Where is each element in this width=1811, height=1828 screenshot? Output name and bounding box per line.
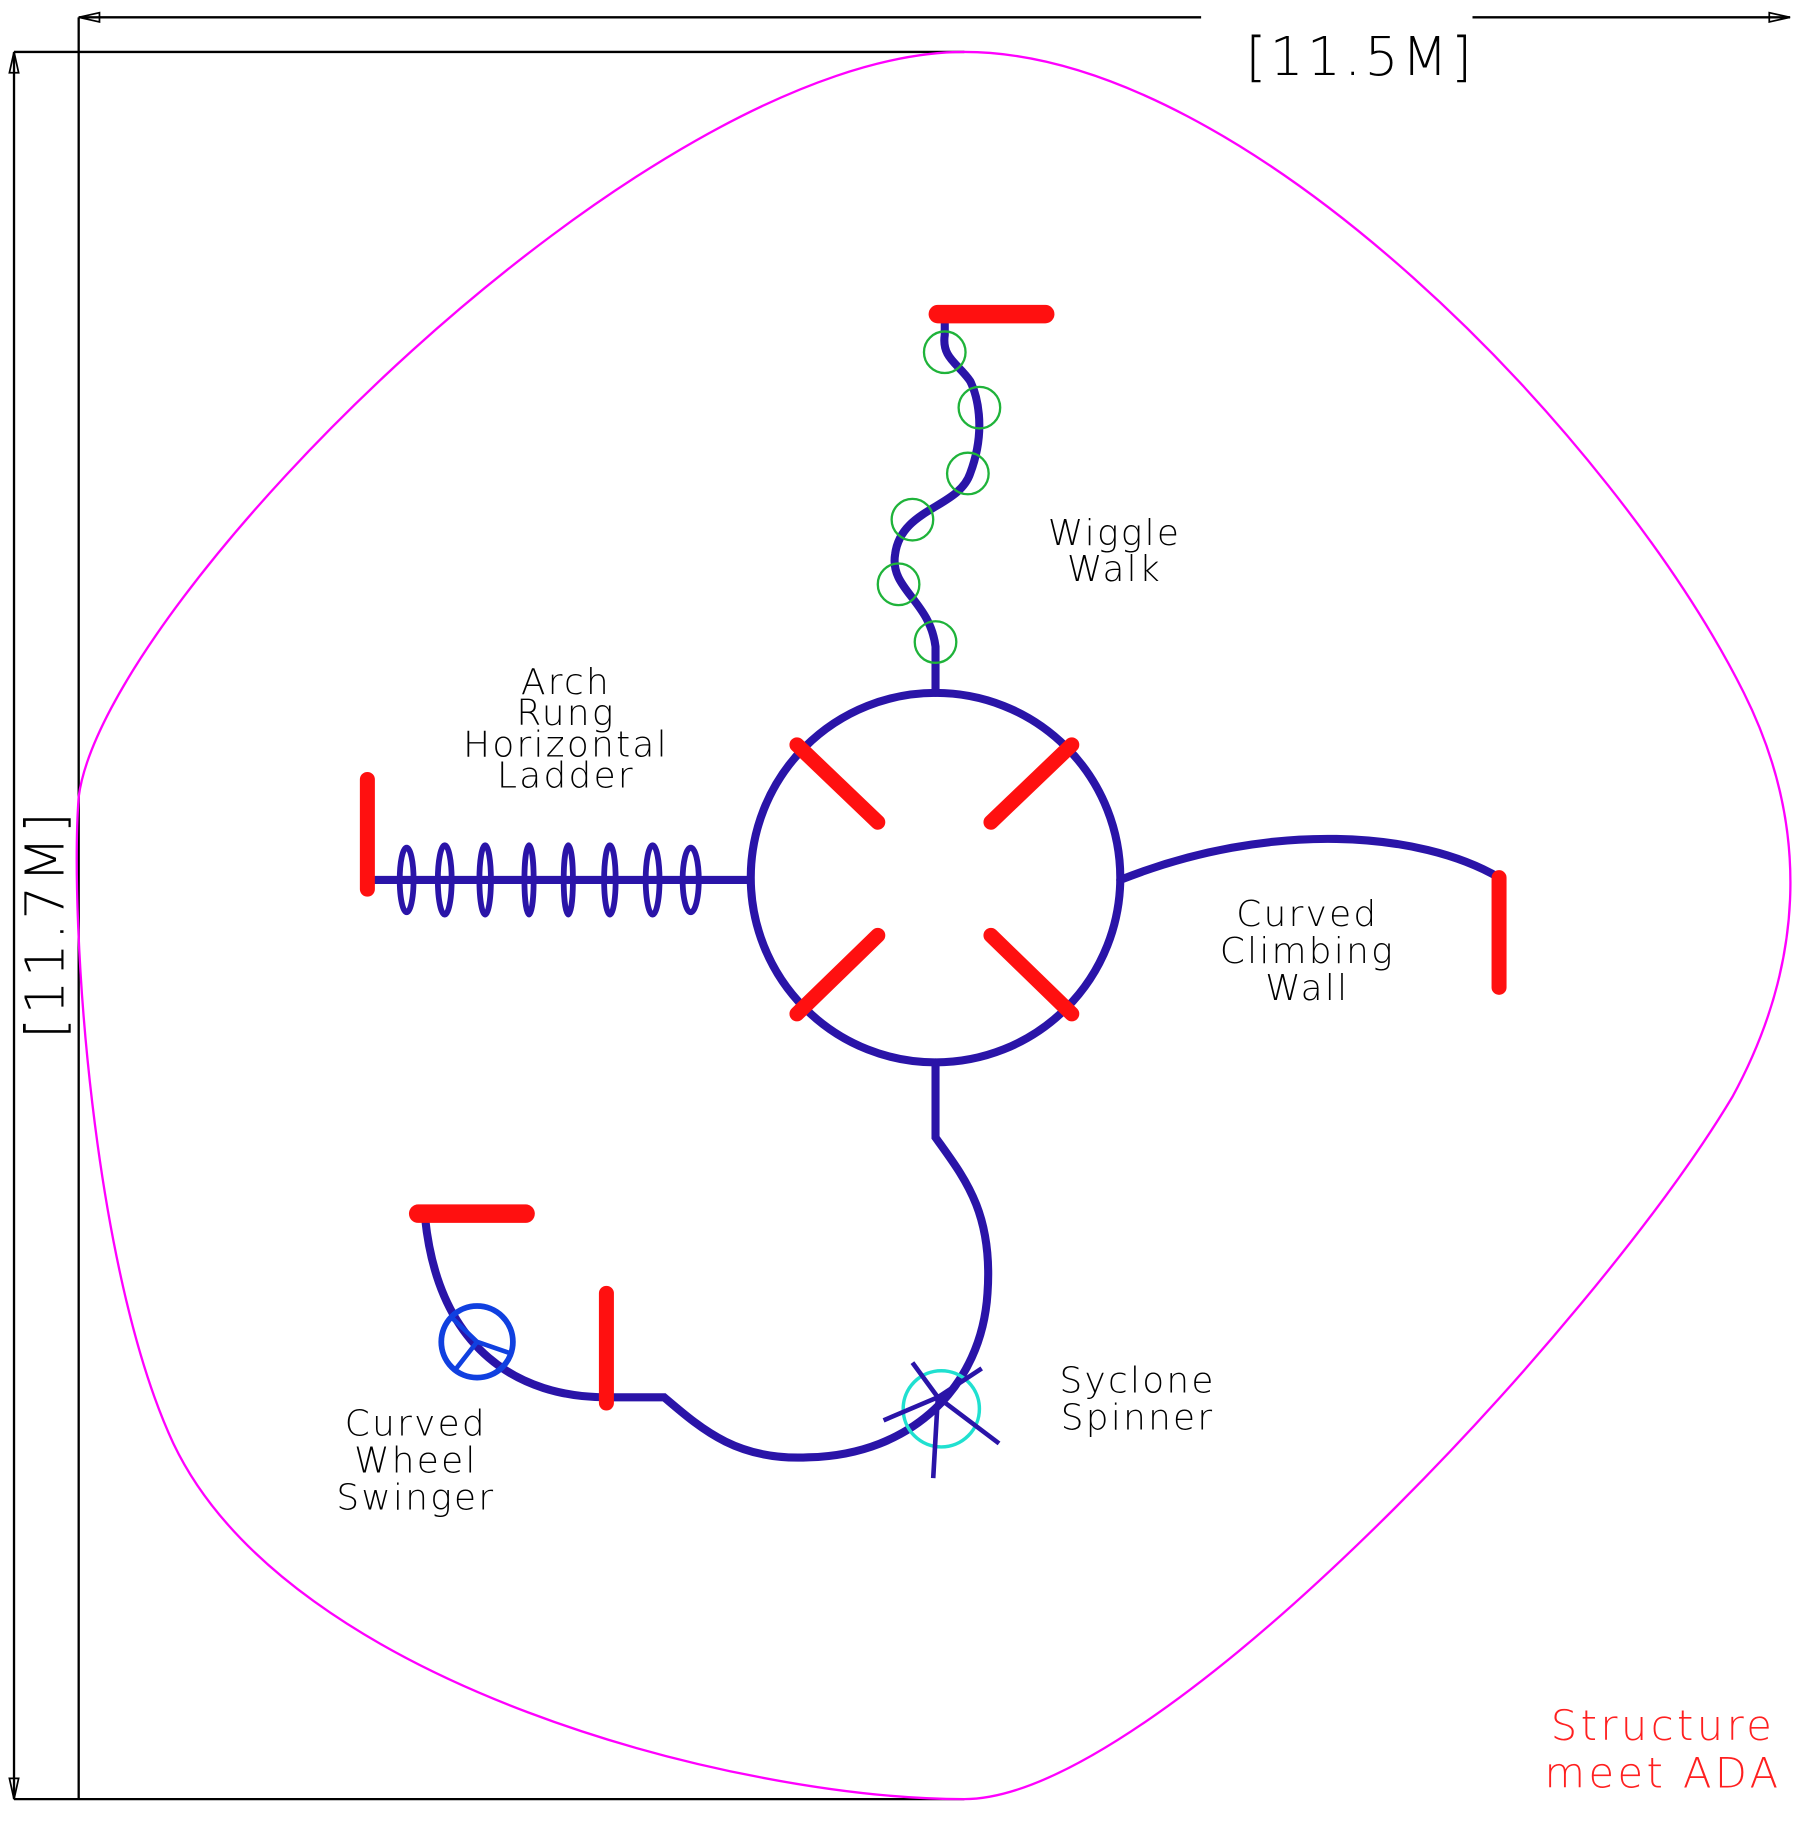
label-line: Syclone [1059,1361,1215,1402]
horizontal-ladder [367,779,748,914]
label-line: Curved [1236,894,1378,935]
label-line: Ladder [497,756,635,797]
central-deck [751,693,1121,1063]
spinner-swinger-run [418,1062,999,1478]
label-line: Curved [345,1403,487,1444]
label-line: Spinner [1061,1398,1215,1439]
label-line: Climbing [1220,931,1395,972]
height-dimension: [11.7M] [15,809,77,1039]
wiggle-walk [878,314,1045,693]
ada-note: meet ADA [1545,1749,1782,1798]
ada-note: Structure [1551,1701,1776,1750]
label-line: Wheel [354,1440,478,1481]
label-line: Walk [1067,549,1162,590]
width-dimension: [11.5M] [1246,26,1476,88]
label-line: Wall [1265,968,1349,1009]
dimension-lines [9,13,1790,1799]
site-plan: [11.5M] [11.7M] [0,0,1811,1828]
label-line: Swinger [336,1477,495,1518]
